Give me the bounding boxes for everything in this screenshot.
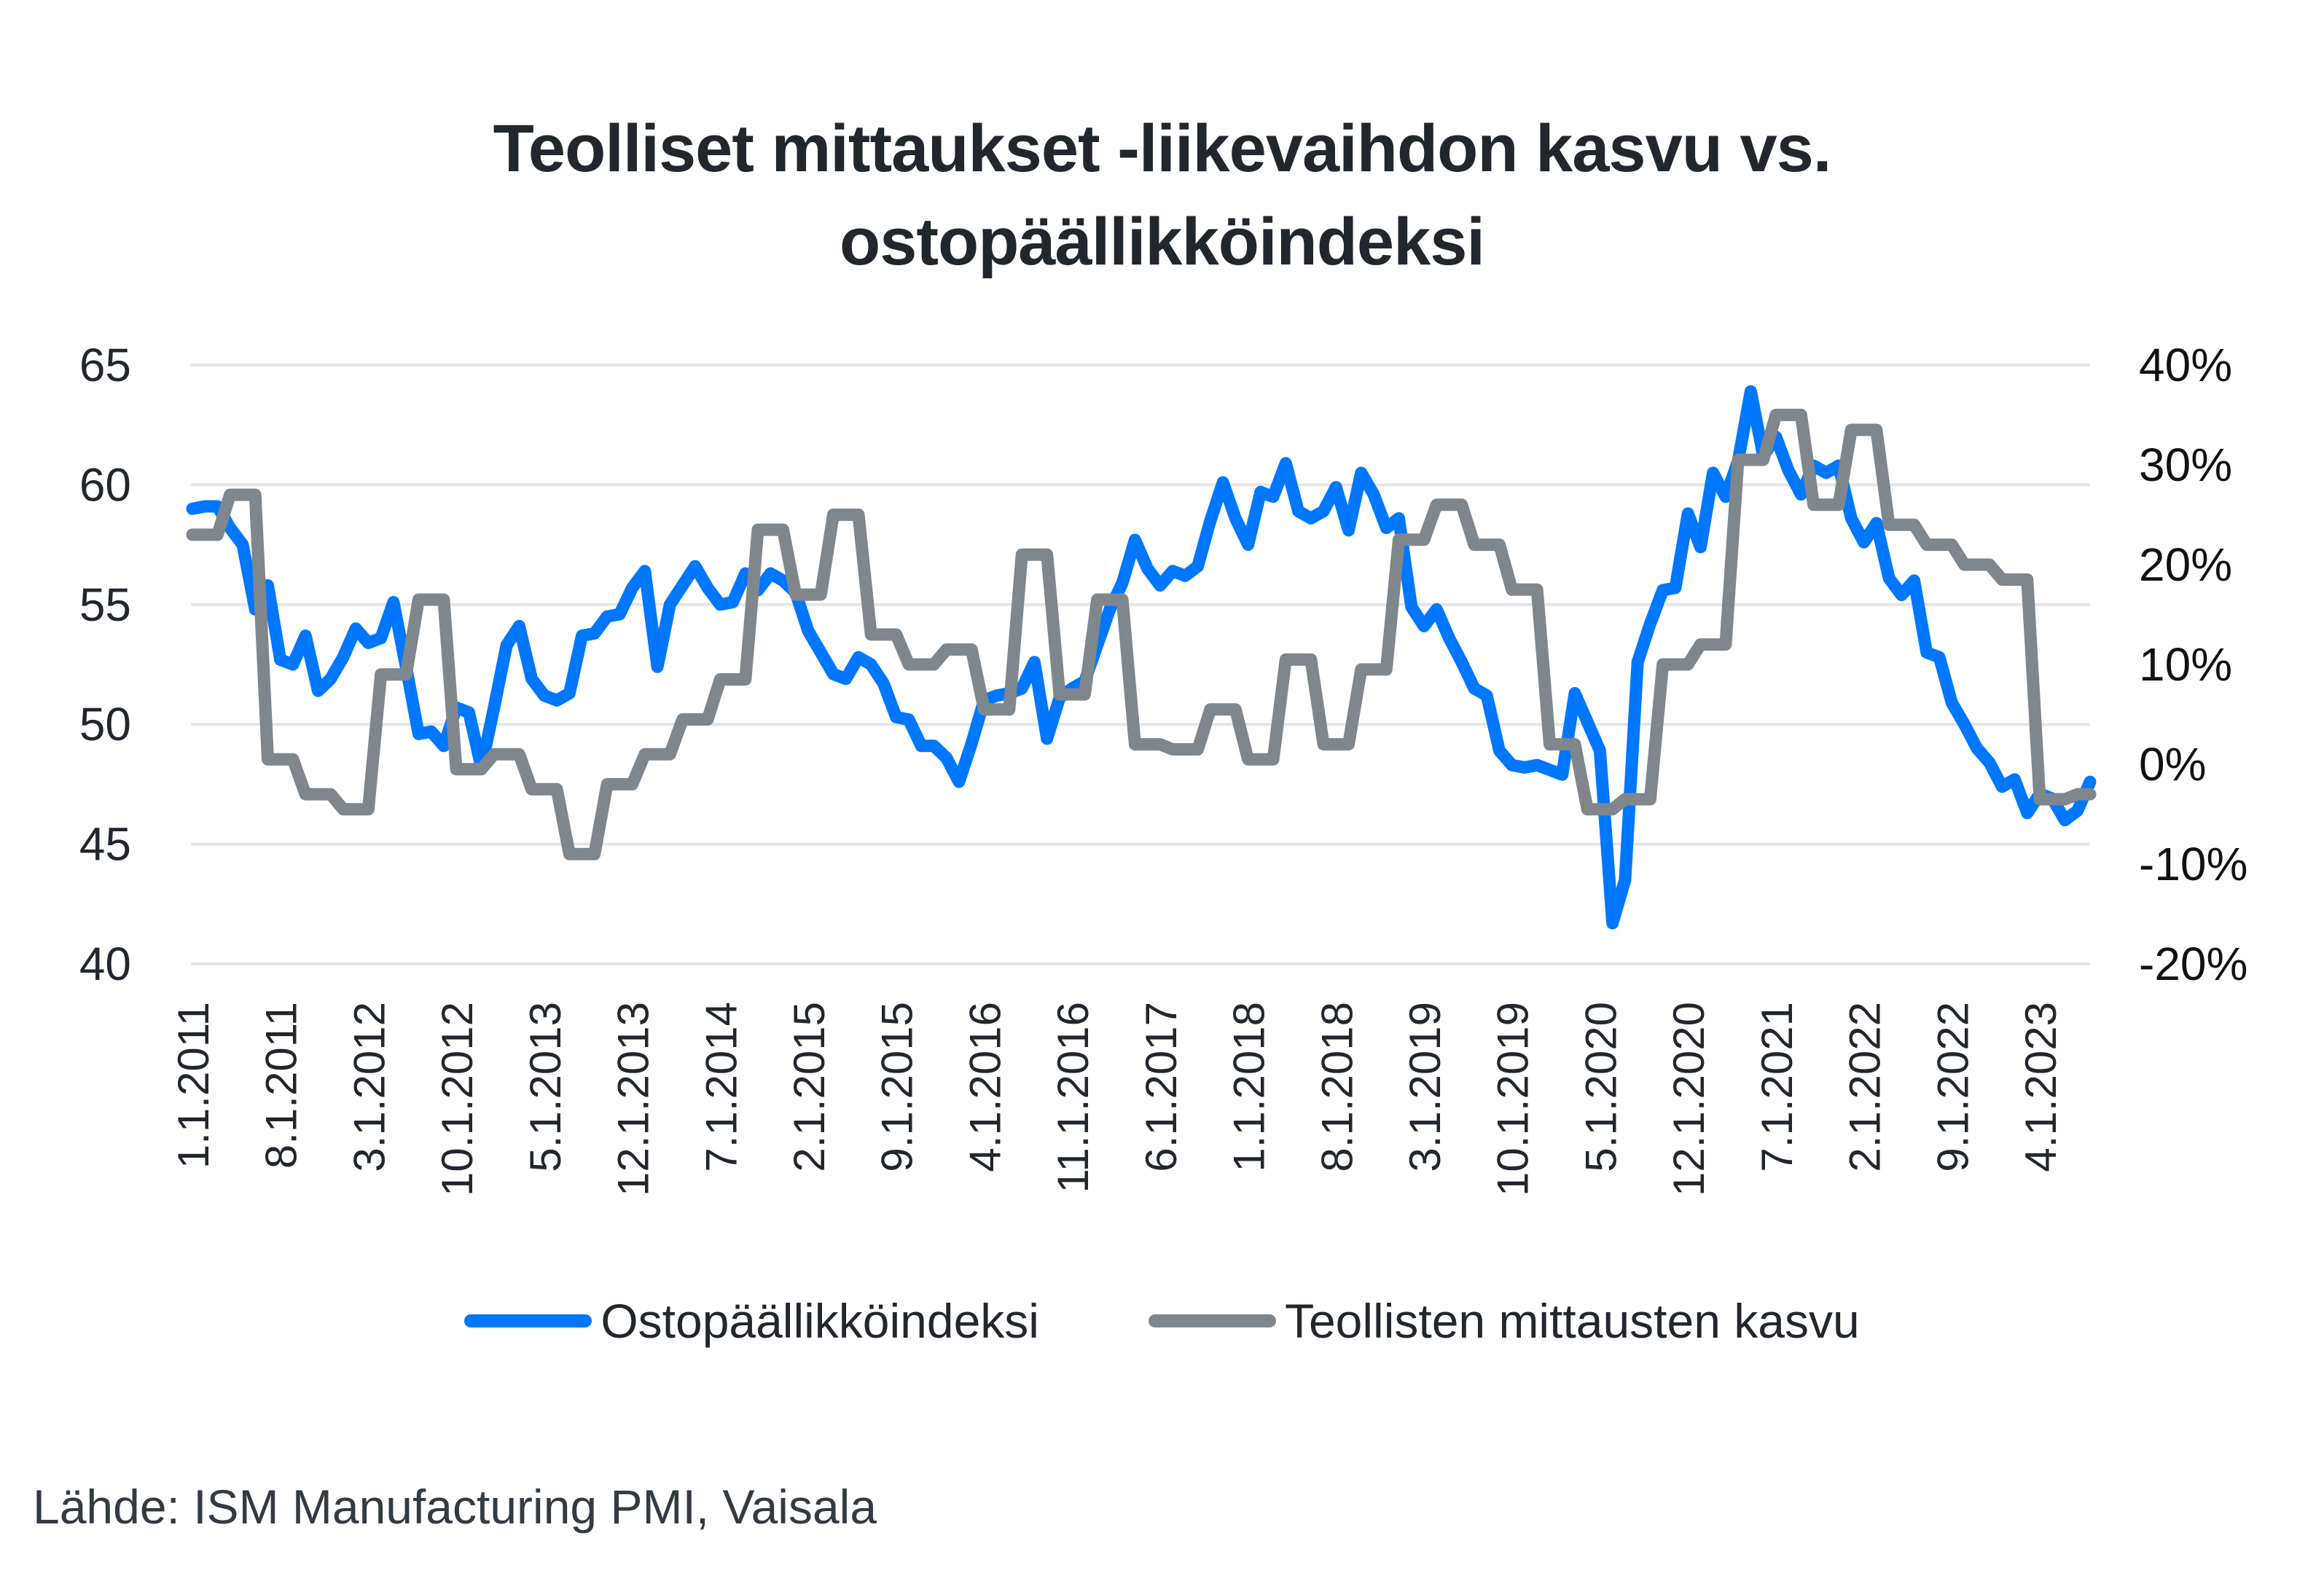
gridlines: [191, 364, 2090, 965]
right-axis-tick-label: 20%: [2139, 538, 2232, 591]
x-axis-tick-label: 7.1.2014: [697, 1002, 746, 1172]
right-axis-tick-label: -10%: [2139, 838, 2247, 890]
x-axis-tick-label: 12.1.2020: [1664, 1002, 1713, 1196]
legend-swatch-growth: [1148, 1314, 1276, 1327]
x-axis-tick-label: 6.1.2017: [1137, 1002, 1186, 1172]
right-axis-tick-label: 10%: [2139, 638, 2232, 691]
x-axis-tick-label: 8.1.2011: [257, 1002, 306, 1169]
chart-svg: 40 45 50 55 60 65 -20% -10% 0% 10% 20% 30% 40% 1.1.…: [79, 339, 2248, 1196]
x-axis-ticks: 1.1.2011 8.1.2011 3.1.2012 10.1.2012 5.1.201…: [169, 1002, 2065, 1196]
x-axis-tick-label: 2.1.2022: [1841, 1002, 1890, 1172]
x-axis-tick-label: 12.1.2013: [609, 1002, 658, 1196]
right-axis-ticks: -20% -10% 0% 10% 20% 30% 40%: [2139, 339, 2247, 990]
x-axis-tick-label: 9.1.2015: [873, 1002, 922, 1172]
x-axis-tick-label: 10.1.2012: [433, 1002, 482, 1196]
left-axis-tick-label: 45: [79, 818, 131, 871]
right-axis-tick-label: 30%: [2139, 439, 2232, 491]
chart-title-line-2: ostopäällikköindeksi: [840, 205, 1485, 279]
legend-label-growth: Teollisten mittausten kasvu: [1284, 1294, 1860, 1348]
x-axis-tick-label: 3.1.2012: [345, 1002, 394, 1172]
x-axis-tick-label: 3.1.2019: [1401, 1002, 1449, 1172]
series-lines: [186, 385, 2097, 930]
left-axis-tick-label: 60: [79, 458, 131, 511]
source-note: Lähde: ISM Manufacturing PMI, Vaisala: [33, 1480, 877, 1534]
left-axis-tick-label: 50: [79, 698, 131, 750]
left-axis-tick-label: 55: [79, 578, 131, 631]
x-axis-tick-label: 2.1.2015: [785, 1002, 834, 1172]
x-axis-tick-label: 5.1.2013: [521, 1002, 570, 1172]
right-axis-tick-label: -20%: [2139, 938, 2247, 990]
x-axis-tick-label: 1.1.2011: [169, 1002, 218, 1169]
right-axis-tick-label: 40%: [2139, 339, 2232, 391]
legend: Ostopäällikköindeksi Teollisten mittaust…: [0, 1293, 2324, 1349]
x-axis-tick-label: 1.1.2018: [1225, 1002, 1274, 1172]
series-line-teollisten-mittausten-kasvu: [186, 409, 2097, 860]
legend-swatch-pmi: [464, 1314, 592, 1327]
x-axis-tick-label: 11.1.2016: [1049, 1002, 1098, 1193]
left-axis-tick-label: 40: [79, 938, 131, 990]
legend-item-pmi[interactable]: Ostopäällikköindeksi: [464, 1293, 1039, 1349]
x-axis-tick-label: 4.1.2016: [960, 1002, 1009, 1172]
x-axis-tick-label: 9.1.2022: [1928, 1002, 1977, 1172]
legend-label-pmi: Ostopäällikköindeksi: [600, 1294, 1039, 1348]
chart-title-line-1: Teolliset mittaukset -liikevaihdon kasvu…: [493, 111, 1832, 186]
x-axis-tick-label: 7.1.2021: [1753, 1002, 1801, 1172]
x-axis-tick-label: 8.1.2018: [1312, 1002, 1361, 1172]
x-axis-tick-label: 4.1.2023: [2016, 1002, 2065, 1172]
x-axis-tick-label: 10.1.2019: [1489, 1002, 1538, 1196]
left-axis-tick-label: 65: [79, 339, 131, 391]
left-axis-ticks: 40 45 50 55 60 65: [79, 339, 131, 990]
chart-title: Teolliset mittaukset -liikevaihdon kasvu…: [0, 102, 2324, 289]
legend-item-growth[interactable]: Teollisten mittausten kasvu: [1148, 1293, 1860, 1349]
right-axis-tick-label: 0%: [2139, 738, 2207, 791]
x-axis-tick-label: 5.1.2020: [1576, 1002, 1625, 1172]
